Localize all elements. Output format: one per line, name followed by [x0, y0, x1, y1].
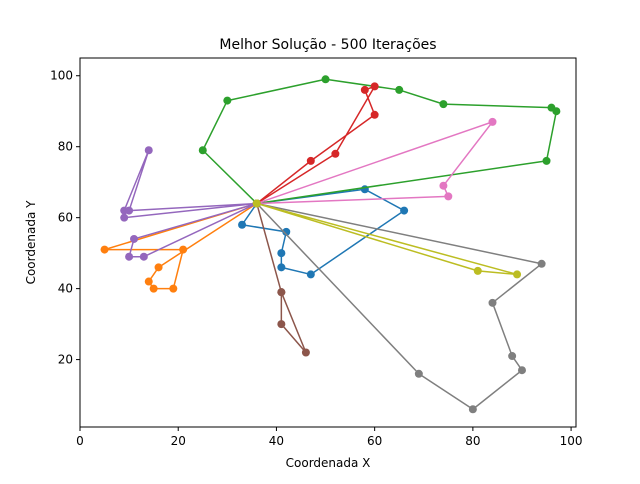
x-tick-label: 20 [171, 434, 186, 448]
route-3-point-3 [223, 96, 232, 105]
y-tick-label: 100 [50, 69, 73, 83]
x-tick-label: 60 [367, 434, 382, 448]
plot-frame [79, 57, 577, 428]
route-1-point-7 [400, 206, 409, 215]
route-1-point-3 [282, 227, 291, 236]
route-2-point-6 [179, 245, 188, 254]
route-3-point-9 [542, 156, 551, 165]
route-1-point-4 [277, 249, 286, 258]
chart-title: Melhor Solução - 500 Iterações [219, 37, 436, 53]
route-3-point-4 [321, 75, 330, 84]
route-4-point-6 [331, 149, 340, 158]
route-2-point-7 [100, 245, 109, 254]
route-5-point-6 [120, 213, 129, 222]
route-6-point-5 [277, 288, 286, 297]
route-6-point-3 [301, 348, 310, 357]
route-5-point-4 [139, 252, 148, 261]
route-7-point-2 [488, 117, 497, 126]
route-line-6 [256, 203, 307, 354]
y-tick-label: 80 [58, 140, 73, 154]
route-3-point-6 [439, 100, 448, 109]
route-series-9 [252, 199, 522, 279]
route-9-point-3 [513, 270, 522, 279]
route-1-point-6 [306, 270, 315, 279]
route-line-3 [202, 78, 558, 205]
route-3-point-5 [395, 85, 404, 94]
x-axis-ticks: 0 20 40 60 80 100 [76, 427, 583, 448]
x-tick-label: 0 [76, 434, 84, 448]
route-9-point-4 [252, 199, 261, 208]
route-1-point-2 [238, 220, 247, 229]
route-8-point-7 [414, 369, 423, 378]
route-5-point-3 [125, 252, 134, 261]
route-8-point-3 [488, 298, 497, 307]
y-tick-label: 60 [58, 211, 73, 225]
route-1-point-5 [277, 263, 286, 272]
series-layer [100, 75, 561, 414]
route-4-point-4 [360, 85, 369, 94]
route-2-point-2 [154, 263, 163, 272]
route-2-point-3 [144, 277, 153, 286]
route-8-point-4 [508, 352, 517, 361]
route-7-point-4 [444, 192, 453, 201]
route-line-8 [256, 202, 543, 411]
route-8-point-6 [468, 405, 477, 414]
y-axis-label: Coordenada Y [24, 200, 38, 285]
route-2-point-5 [169, 284, 178, 293]
route-6-point-4 [277, 320, 286, 329]
x-tick-label: 80 [465, 434, 480, 448]
x-tick-label: 100 [560, 434, 583, 448]
route-5-point-8 [144, 146, 153, 155]
route-3-point-8 [552, 107, 561, 116]
route-4-point-2 [306, 156, 315, 165]
route-4-point-5 [370, 82, 379, 91]
route-9-point-2 [473, 266, 482, 275]
y-tick-label: 40 [58, 282, 73, 296]
route-8-point-5 [517, 366, 526, 375]
route-3-point-2 [198, 146, 207, 155]
route-5-point-9 [125, 206, 134, 215]
route-7-point-3 [439, 181, 448, 190]
x-axis-label: Coordenada X [286, 456, 371, 470]
y-axis-ticks: 20 40 60 80 100 [50, 69, 80, 367]
route-line-5 [123, 149, 258, 258]
route-8-point-2 [537, 259, 546, 268]
route-4-point-3 [370, 110, 379, 119]
route-5-point-2 [130, 234, 139, 243]
y-tick-label: 20 [58, 353, 73, 367]
route-line-9 [256, 202, 518, 276]
route-2-point-4 [149, 284, 158, 293]
x-tick-label: 40 [269, 434, 284, 448]
